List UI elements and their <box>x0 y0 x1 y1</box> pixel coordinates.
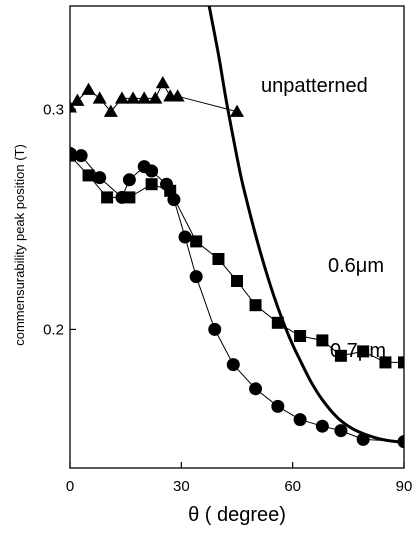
data-point-circle <box>315 419 329 433</box>
data-point-circle <box>249 382 263 396</box>
x-tick-label: 90 <box>396 478 413 495</box>
data-point-triangle <box>126 91 141 104</box>
data-point-triangle <box>92 91 107 104</box>
data-point-circle <box>293 413 307 427</box>
label-0-6um: 0.6μm <box>328 255 384 277</box>
x-tick-label: 60 <box>284 478 301 495</box>
data-point-circle <box>226 358 240 372</box>
data-point-circle <box>178 230 192 244</box>
data-point-square <box>357 345 370 358</box>
data-point-triangle <box>170 89 185 102</box>
x-tick-label: 0 <box>66 478 74 495</box>
label-0-7um: 0.7μm <box>330 340 386 362</box>
data-point-circle <box>122 173 136 187</box>
unpatterned-label: unpatterned <box>261 75 368 97</box>
data-point-triangle <box>114 91 129 104</box>
data-point-triangle <box>103 104 118 117</box>
data-point-square <box>190 235 203 248</box>
data-point-triangle <box>70 93 85 106</box>
series-line-theory-curve <box>207 6 404 444</box>
series-unpatterned <box>70 76 244 117</box>
data-point-square <box>294 330 307 342</box>
data-point-circle <box>93 171 107 185</box>
data-point-circle <box>167 193 181 207</box>
data-point-circle <box>159 177 173 191</box>
data-point-circle <box>208 322 222 336</box>
series-0-7-m <box>70 146 404 449</box>
plot-frame <box>69 5 405 469</box>
data-point-triangle <box>230 104 244 117</box>
data-point-triangle <box>148 91 163 104</box>
y-tick-label: 0.2 <box>43 321 64 338</box>
data-point-square <box>145 178 158 191</box>
data-point-circle <box>74 149 88 163</box>
data-point-square <box>82 169 95 182</box>
data-point-square <box>101 191 114 204</box>
data-point-triangle <box>137 91 152 104</box>
data-point-circle <box>334 424 348 438</box>
data-point-triangle <box>155 76 170 89</box>
data-point-circle <box>70 146 77 160</box>
x-tick-label: 30 <box>173 478 190 495</box>
data-point-circle <box>189 270 203 284</box>
data-point-square <box>316 334 329 347</box>
data-point-square <box>231 275 243 287</box>
series-theory-curve <box>207 6 404 444</box>
data-point-square <box>398 356 404 369</box>
data-point-square <box>212 253 225 265</box>
y-tick-label: 0.3 <box>43 101 64 118</box>
data-point-circle <box>271 399 285 413</box>
data-point-square <box>249 299 262 312</box>
data-point-triangle <box>81 82 96 95</box>
data-point-circle <box>115 190 129 204</box>
data-point-square <box>379 356 392 369</box>
data-point-circle <box>145 164 159 178</box>
y-axis-title: commensurability peak position (T) <box>12 144 27 346</box>
x-axis-title: θ ( degree) <box>188 504 286 526</box>
data-point-square <box>334 349 347 362</box>
